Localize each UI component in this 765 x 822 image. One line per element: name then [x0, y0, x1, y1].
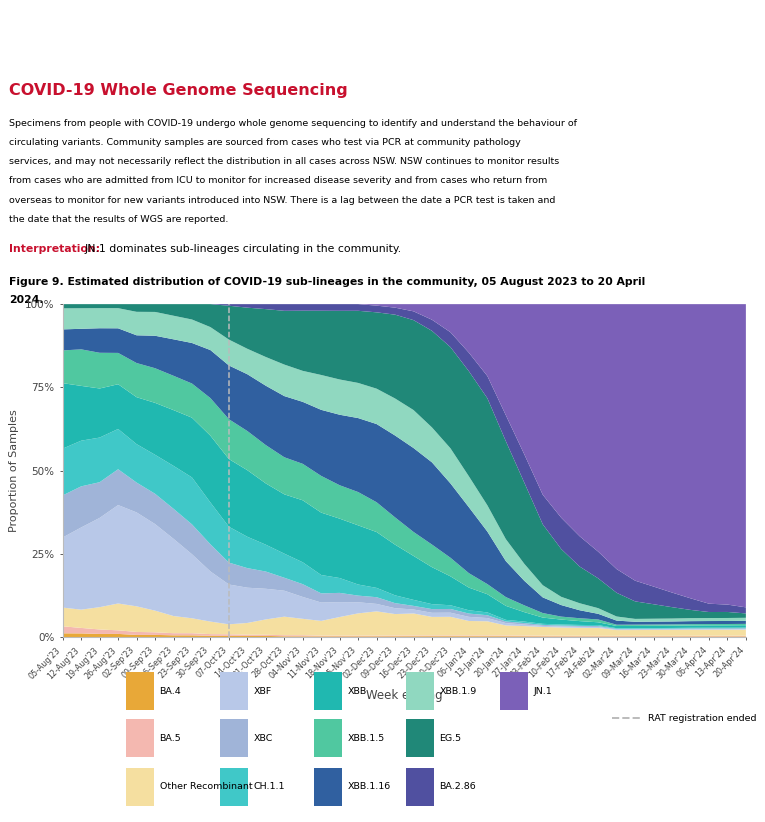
Text: XBB.1.5: XBB.1.5: [348, 734, 385, 743]
Text: the date that the results of WGS are reported.: the date that the results of WGS are rep…: [9, 215, 229, 224]
Text: COVID-19 Whole Genome Sequencing: COVID-19 Whole Genome Sequencing: [9, 83, 348, 98]
Bar: [220, 719, 248, 757]
Text: www.health.nsw.gov.au/coronavirus: www.health.nsw.gov.au/coronavirus: [569, 16, 756, 25]
Text: XBC: XBC: [254, 734, 273, 743]
Text: EG.5: EG.5: [439, 734, 461, 743]
Bar: [220, 768, 248, 806]
Text: BA.5: BA.5: [160, 734, 181, 743]
Text: services, and may not necessarily reflect the distribution in all cases across N: services, and may not necessarily reflec…: [9, 157, 559, 166]
Text: CH.1.1: CH.1.1: [254, 783, 285, 792]
Text: NSW COVID-19 WEEKLY DATA OVERVIEW: NSW COVID-19 WEEKLY DATA OVERVIEW: [9, 16, 268, 25]
Bar: [405, 672, 434, 710]
Bar: [500, 672, 528, 710]
Text: BA.4: BA.4: [160, 686, 181, 695]
Text: XBB.1.16: XBB.1.16: [348, 783, 391, 792]
Bar: [314, 719, 342, 757]
Bar: [220, 672, 248, 710]
Bar: [125, 719, 154, 757]
Text: Other Recombinant: Other Recombinant: [160, 783, 252, 792]
Text: Specimens from people with COVID-19 undergo whole genome sequencing to identify : Specimens from people with COVID-19 unde…: [9, 118, 577, 127]
Y-axis label: Proportion of Samples: Proportion of Samples: [9, 409, 19, 532]
Bar: [314, 768, 342, 806]
Text: RAT registration ended: RAT registration ended: [647, 714, 756, 723]
Text: circulating variants. Community samples are sourced from cases who test via PCR : circulating variants. Community samples …: [9, 138, 521, 147]
Text: 2024.: 2024.: [9, 295, 44, 305]
Text: XBF: XBF: [254, 686, 272, 695]
Text: Epidemiological week 17, ending 27 April 2024: Epidemiological week 17, ending 27 April…: [9, 53, 302, 63]
X-axis label: Week ending: Week ending: [366, 689, 443, 702]
Text: XBB: XBB: [348, 686, 367, 695]
Bar: [405, 768, 434, 806]
Text: BA.2.86: BA.2.86: [439, 783, 476, 792]
Text: XBB.1.9: XBB.1.9: [439, 686, 477, 695]
Text: overseas to monitor for new variants introduced into NSW. There is a lag between: overseas to monitor for new variants int…: [9, 196, 555, 205]
Text: JN.1 dominates sub-lineages circulating in the community.: JN.1 dominates sub-lineages circulating …: [84, 244, 402, 254]
Text: JN.1: JN.1: [533, 686, 552, 695]
Text: from cases who are admitted from ICU to monitor for increased disease severity a: from cases who are admitted from ICU to …: [9, 177, 548, 186]
Bar: [125, 672, 154, 710]
Bar: [314, 672, 342, 710]
Text: Interpretation:: Interpretation:: [9, 244, 100, 254]
Bar: [405, 719, 434, 757]
Text: Figure 9. Estimated distribution of COVID-19 sub-lineages in the community, 05 A: Figure 9. Estimated distribution of COVI…: [9, 277, 646, 287]
Bar: [125, 768, 154, 806]
